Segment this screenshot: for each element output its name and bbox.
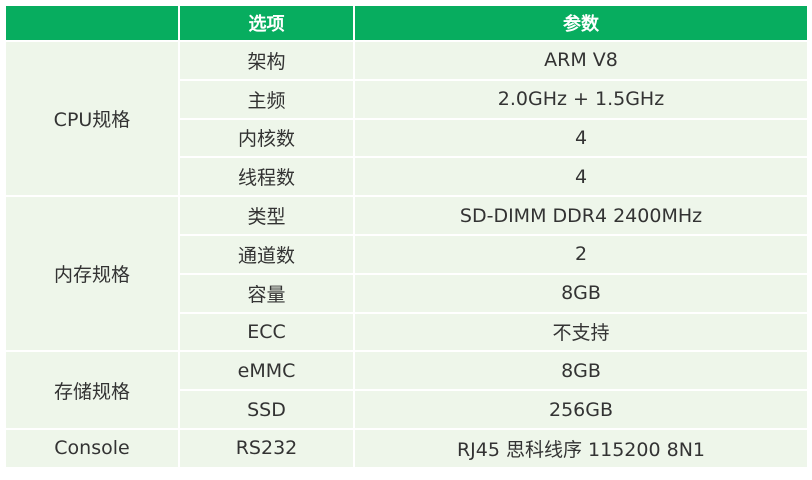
value-cell: 8GB [353, 350, 809, 392]
value-cell: 不支持 [353, 311, 809, 353]
option-cell: ECC [178, 311, 355, 353]
header-option: 选项 [178, 4, 355, 42]
option-cell: 主频 [178, 78, 355, 120]
option-cell: 线程数 [178, 156, 355, 198]
option-cell: 容量 [178, 272, 355, 314]
table-row: CPU规格 架构 ARM V8 [4, 39, 809, 198]
group-cell: CPU规格 [4, 39, 180, 198]
option-cell: 通道数 [178, 233, 355, 275]
table-row: 内存规格 类型 SD-DIMM DDR4 2400MHz [4, 195, 809, 353]
option-cell: 类型 [178, 195, 355, 236]
value-cell: 4 [353, 117, 809, 159]
option-cell: SSD [178, 389, 355, 430]
group-cell: Console [4, 427, 180, 469]
value-cell: 4 [353, 156, 809, 198]
option-cell: RS232 [178, 427, 355, 469]
header-group [4, 4, 180, 42]
option-cell: 架构 [178, 40, 355, 81]
value-cell: RJ45 思科线序 115200 8N1 [353, 427, 809, 469]
table-row: 通道数 2 [5, 233, 809, 275]
table-row: 主频 2.0GHz + 1.5GHz [5, 78, 809, 120]
table-row: 内核数 4 [5, 117, 809, 159]
header-value: 参数 [353, 4, 809, 42]
group-cell: 存储规格 [4, 350, 180, 430]
spec-table: 选项 参数 CPU规格 架构 ARM V8 主频 2.0GHz + 1.5GHz 内核数 4… [4, 4, 809, 469]
option-cell: eMMC [178, 350, 355, 392]
table-row: 容量 8GB [5, 272, 809, 314]
table-row: 线程数 4 [5, 156, 809, 198]
value-cell: SD-DIMM DDR4 2400MHz [353, 195, 809, 236]
value-cell: 2 [353, 233, 809, 275]
value-cell: 256GB [353, 389, 809, 430]
table-row: 存储规格 eMMC 8GB [4, 350, 809, 430]
header-row: 选项 参数 [4, 4, 809, 42]
value-cell: 2.0GHz + 1.5GHz [353, 78, 809, 120]
option-cell: 内核数 [178, 117, 355, 159]
table-row: ECC 不支持 [5, 311, 809, 353]
value-cell: ARM V8 [353, 40, 809, 81]
group-cell: 内存规格 [4, 195, 180, 353]
table-row: Console RS232 RJ45 思科线序 115200 8N1 [4, 427, 809, 469]
value-cell: 8GB [353, 272, 809, 314]
table-row: SSD 256GB [5, 389, 809, 430]
